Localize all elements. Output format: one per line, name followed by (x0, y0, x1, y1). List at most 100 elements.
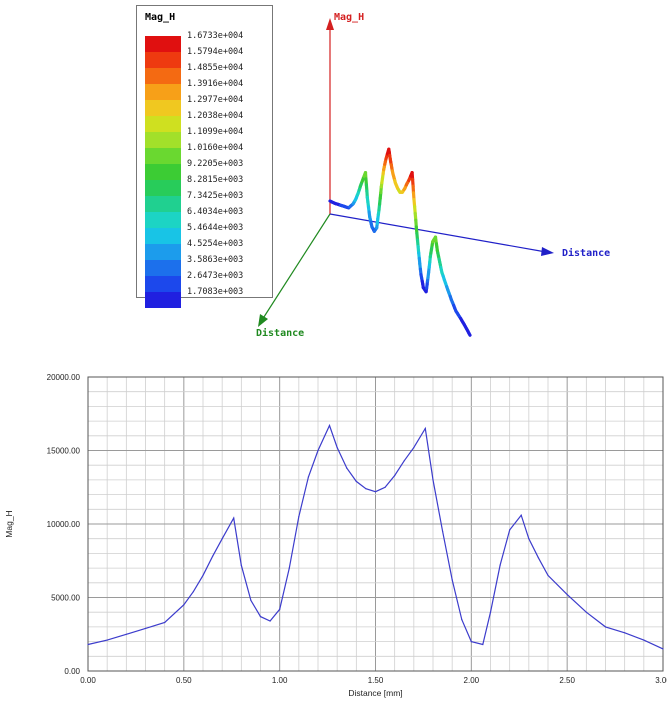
color-legend: Mag_H 1.6733e+004 1.5794e+004 1.4855e+004 1… (136, 5, 273, 308)
legend-label: 1.3916e+004 (187, 79, 244, 89)
z-axis-arrow (326, 18, 334, 30)
legend-label: 1.2977e+004 (187, 95, 244, 105)
legend-label: 1.7083e+003 (187, 287, 244, 297)
y-tick-label: 15000.00 (47, 447, 81, 456)
y-tick-label: 0.00 (64, 667, 80, 676)
legend-label: 6.4034e+003 (187, 207, 244, 217)
legend-label: 1.6733e+004 (187, 31, 244, 41)
data-point (470, 641, 472, 643)
3d-axes (258, 18, 554, 327)
y-tick-label: 20000.00 (47, 373, 81, 382)
plot-frame (87, 376, 664, 672)
data-point (451, 579, 453, 581)
legend-swatch (145, 52, 181, 68)
3d-y-axis-label: Distance (256, 327, 304, 339)
data-point (183, 604, 185, 606)
legend-swatch (145, 260, 181, 276)
legend-swatch (145, 148, 181, 164)
data-point (288, 567, 290, 569)
3d-curve-segment (467, 331, 472, 337)
x-tick-label: 0.00 (80, 676, 96, 685)
y-tick-labels: 0.00 5000.00 10000.00 15000.00 20000.00 (47, 373, 81, 676)
y-tick-label: 10000.00 (47, 520, 81, 529)
data-point (144, 627, 147, 629)
data-point (442, 530, 444, 532)
legend-swatch (145, 36, 181, 52)
data-point (482, 643, 484, 646)
legend-swatch (145, 68, 181, 84)
legend-label: 1.5794e+004 (187, 47, 244, 57)
data-point (106, 639, 108, 641)
x-tick-label: 3.00 (655, 676, 667, 685)
x-axis-title: Distance [mm] (348, 688, 402, 698)
legend-swatch (145, 228, 181, 244)
legend-label: 3.5863e+003 (187, 255, 244, 265)
chart-grid (88, 377, 663, 671)
data-point (298, 516, 300, 518)
y-tick-label: 5000.00 (51, 594, 80, 603)
legend-swatch (145, 212, 181, 228)
series-group (87, 423, 664, 650)
legend-swatch (145, 180, 181, 196)
legend-label: 1.4855e+004 (187, 63, 244, 73)
legend-label: 8.2815e+003 (187, 175, 244, 185)
data-point (279, 608, 281, 610)
3d-z-axis-label: Mag_H (334, 12, 364, 23)
data-point (233, 517, 235, 519)
data-point (365, 488, 367, 490)
y-axis-line (261, 213, 331, 321)
line-chart: 0.00 0.50 1.00 1.50 2.00 2.50 3.00 0.00 5000.00… (4, 373, 667, 698)
legend-label: 4.5254e+003 (187, 239, 244, 249)
x-tick-label: 0.50 (176, 676, 192, 685)
data-point (499, 564, 501, 566)
data-point (164, 621, 166, 624)
legend-swatch (145, 84, 181, 100)
legend-label: 1.2038e+004 (187, 111, 244, 121)
data-point (269, 620, 271, 622)
data-point (317, 449, 319, 452)
legend-label: 1.1099e+004 (187, 127, 244, 137)
legend-swatch (145, 164, 181, 180)
x-axis-line (329, 213, 547, 253)
data-point (662, 648, 664, 650)
data-point (624, 632, 626, 634)
data-point (424, 427, 426, 430)
data-point (307, 476, 309, 478)
legend-swatch (145, 132, 181, 148)
3d-x-axis-label: Distance (562, 247, 610, 259)
data-point (374, 491, 377, 493)
data-point (221, 538, 223, 540)
data-point (566, 594, 568, 596)
data-point (212, 555, 214, 557)
data-point (328, 424, 331, 427)
legend-label: 5.4644e+003 (187, 223, 244, 233)
data-point (202, 574, 204, 576)
legend-swatch (145, 196, 181, 212)
legend-swatch (145, 100, 181, 116)
data-point (336, 447, 338, 449)
legend-swatch (145, 292, 181, 308)
3d-curve (328, 147, 472, 337)
data-point (547, 574, 549, 576)
legend-swatch (145, 244, 181, 260)
legend-label: 1.0160e+004 (187, 143, 244, 153)
data-point (250, 599, 252, 601)
data-point (87, 643, 89, 646)
3d-field-plot: Mag_H Distance Distance (256, 12, 610, 339)
x-tick-label: 1.50 (368, 676, 384, 685)
data-point (125, 633, 127, 635)
data-point (461, 619, 463, 621)
y-axis-title: Mag_H (4, 510, 14, 537)
legend-swatch (145, 116, 181, 132)
data-point (346, 467, 348, 469)
data-point (528, 538, 530, 540)
x-tick-label: 2.00 (464, 676, 480, 685)
data-point (355, 480, 357, 482)
x-tick-labels: 0.00 0.50 1.00 1.50 2.00 2.50 3.00 (80, 676, 667, 685)
data-point (403, 460, 405, 462)
x-tick-label: 2.50 (559, 676, 575, 685)
data-point (259, 616, 262, 618)
legend-label: 2.6473e+003 (187, 271, 244, 281)
data-point (585, 611, 587, 613)
data-point (537, 557, 540, 559)
